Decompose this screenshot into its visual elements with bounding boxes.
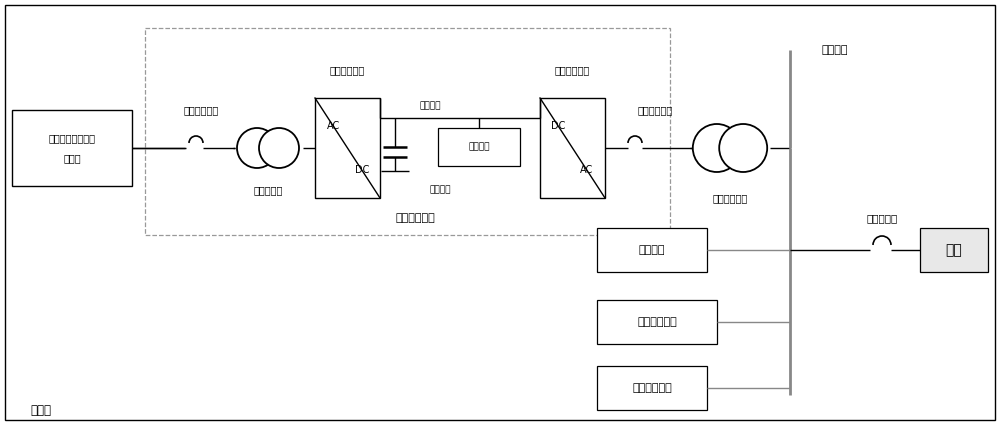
Text: DC: DC xyxy=(551,121,565,131)
Circle shape xyxy=(259,128,299,168)
Text: 直流电容: 直流电容 xyxy=(429,185,451,195)
Text: 风电侧断路器: 风电侧断路器 xyxy=(183,105,219,115)
Bar xyxy=(12,110,132,186)
Bar xyxy=(597,300,717,344)
Bar xyxy=(597,366,707,410)
Circle shape xyxy=(237,128,277,168)
Text: 风电侧变换器: 风电侧变换器 xyxy=(330,65,365,75)
Text: 储能系统: 储能系统 xyxy=(639,245,665,255)
Text: 定子侧: 定子侧 xyxy=(63,153,81,163)
Text: 恒速异步风电机组: 恒速异步风电机组 xyxy=(48,133,96,143)
Text: AC: AC xyxy=(580,165,593,175)
Text: 重要用电负荷: 重要用电负荷 xyxy=(637,317,677,327)
Text: 风电机组箱变: 风电机组箱变 xyxy=(712,193,748,203)
Circle shape xyxy=(719,124,767,172)
Text: 微电网: 微电网 xyxy=(30,403,51,417)
Bar xyxy=(920,228,988,272)
Text: 交流母线: 交流母线 xyxy=(822,45,848,55)
Text: 隔离变压器: 隔离变压器 xyxy=(253,185,283,195)
Text: DC: DC xyxy=(355,165,369,175)
Text: 交直交变流器: 交直交变流器 xyxy=(395,213,435,223)
Circle shape xyxy=(693,124,741,172)
Bar xyxy=(315,98,380,198)
Bar xyxy=(540,98,605,198)
Bar xyxy=(145,28,670,235)
Text: 并网断路器: 并网断路器 xyxy=(866,213,898,223)
Text: 电网: 电网 xyxy=(946,243,962,257)
Text: 储能模块: 储能模块 xyxy=(468,143,490,152)
Text: 电网侧变换器: 电网侧变换器 xyxy=(555,65,590,75)
Bar xyxy=(597,228,707,272)
Bar xyxy=(438,128,520,166)
Text: AC: AC xyxy=(327,121,340,131)
Text: 电网侧断路器: 电网侧断路器 xyxy=(637,105,673,115)
Text: 一般用电负荷: 一般用电负荷 xyxy=(632,383,672,393)
Text: 直流母线: 直流母线 xyxy=(419,101,441,110)
